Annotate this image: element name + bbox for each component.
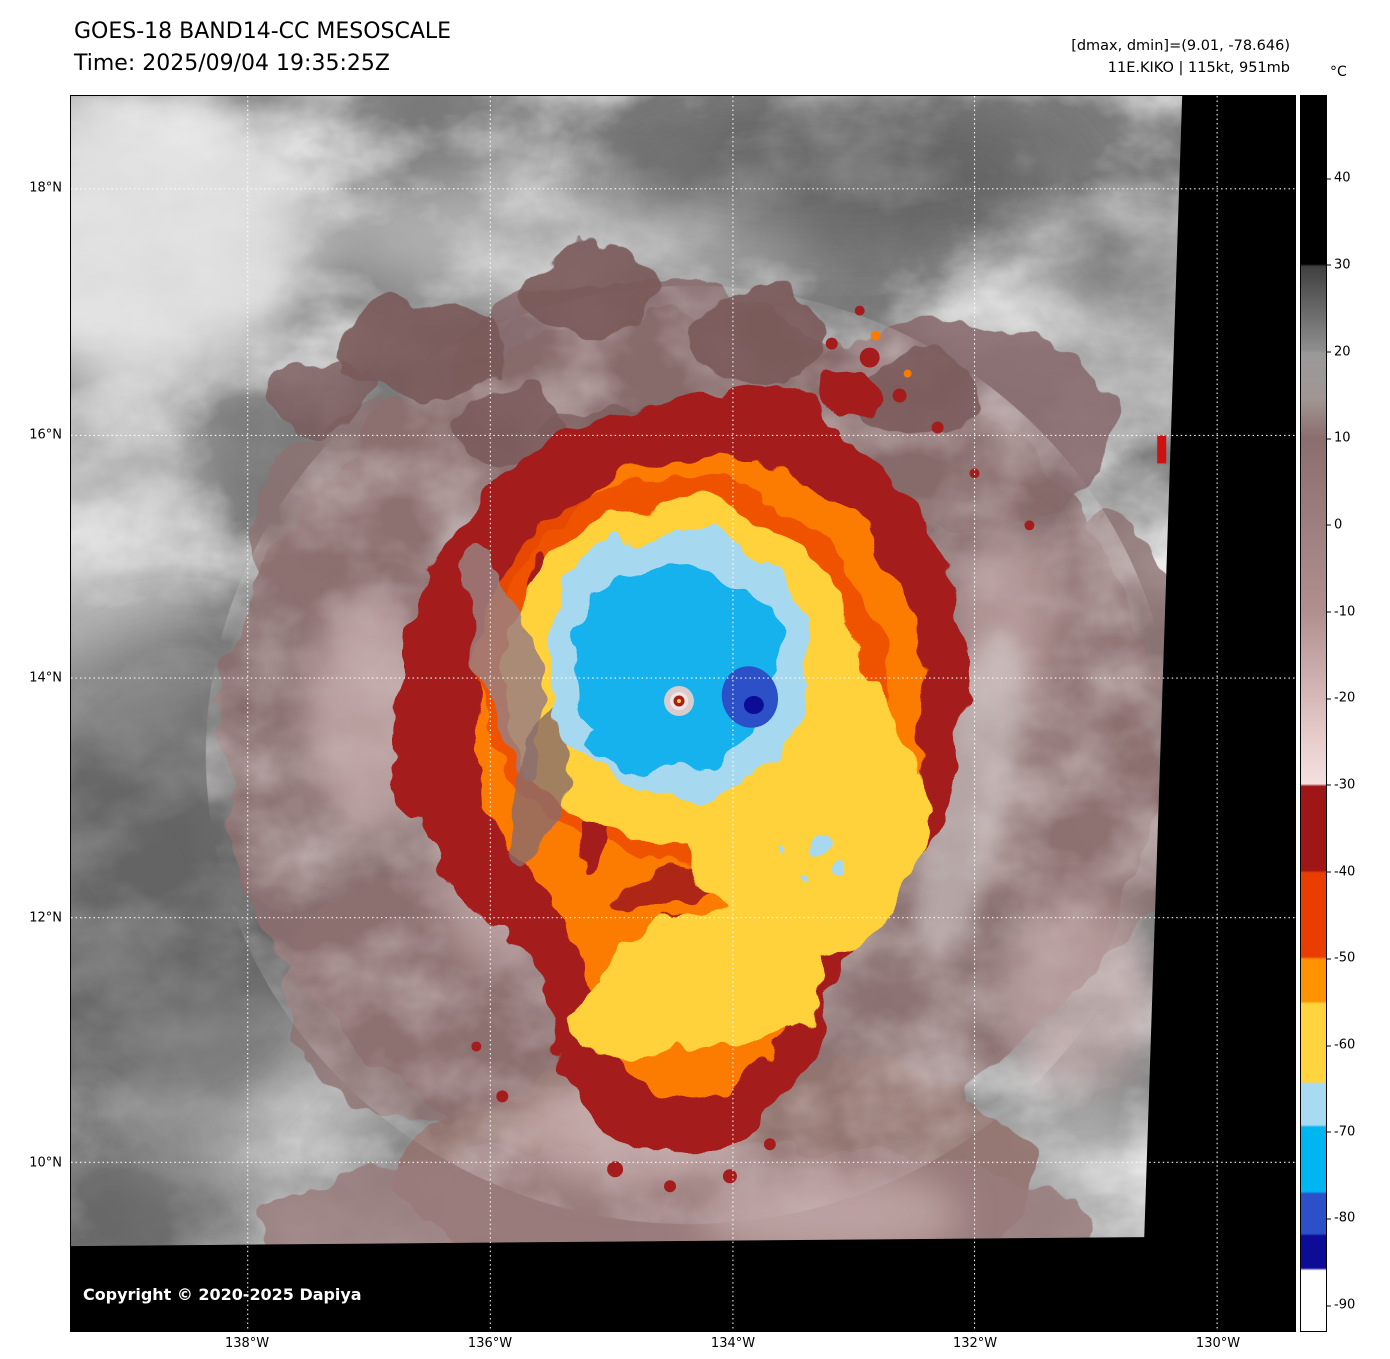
colorbar-tick-label: -60 xyxy=(1325,1037,1356,1053)
product-title: GOES-18 BAND14-CC MESOSCALE xyxy=(74,19,452,44)
colorbar-tick-label: -70 xyxy=(1325,1124,1356,1140)
colorbar-tick-label: 20 xyxy=(1326,344,1351,360)
convective-speckles xyxy=(418,305,1167,1193)
info-block: [dmax, dmin]=(9.01, -78.646) 11E.KIKO | … xyxy=(1071,36,1290,80)
colorbar-tick-label: -20 xyxy=(1325,690,1356,706)
satellite-map: Copyright © 2020-2025 Dapiya xyxy=(70,95,1296,1332)
timestamp: Time: 2025/09/04 19:35:25Z xyxy=(74,50,390,76)
storm-core xyxy=(394,371,968,1153)
copyright-text: Copyright © 2020-2025 Dapiya xyxy=(83,1285,362,1304)
storm-intensity-readout: 11E.KIKO | 115kt, 951mb xyxy=(1107,59,1290,76)
colorbar-unit-label: °C xyxy=(1330,64,1347,80)
lat-label: 16°N xyxy=(29,427,62,443)
lat-label: 18°N xyxy=(29,180,62,196)
lon-label: 132°W xyxy=(952,1336,998,1351)
satellite-scene: Copyright © 2020-2025 Dapiya xyxy=(71,96,1295,1331)
brown-cloud-clumps xyxy=(270,248,985,462)
colorbar-tick-label: 0 xyxy=(1325,517,1343,533)
colorbar-gradient xyxy=(1300,95,1327,1332)
eye-region xyxy=(664,666,779,728)
lon-label: 138°W xyxy=(224,1336,270,1351)
lat-label: 12°N xyxy=(29,910,62,926)
offscan-black-region xyxy=(71,96,1295,1331)
colorbar-tick-label: 30 xyxy=(1326,257,1351,273)
lon-label: 136°W xyxy=(467,1336,513,1351)
colorbar-tick-label: 40 xyxy=(1326,170,1351,186)
colorbar-tick-label: -40 xyxy=(1325,864,1356,880)
lat-label: 10°N xyxy=(29,1155,62,1171)
lon-label: 134°W xyxy=(710,1336,756,1351)
colorbar-tick-label: -50 xyxy=(1325,950,1356,966)
colorbar-ticks: 40 30 20 10 0 -10 -20 -30 -40 -50 -60 -70 -80 -90 xyxy=(1325,95,1386,1332)
lat-axis: 18°N 16°N 14°N 12°N 10°N xyxy=(6,95,62,1332)
colorbar-tick-label: -30 xyxy=(1325,777,1356,793)
lat-label: 14°N xyxy=(29,670,62,686)
title-block: GOES-18 BAND14-CC MESOSCALE Time: 2025/0… xyxy=(74,16,451,80)
lon-label: 130°W xyxy=(1195,1336,1241,1351)
colorbar-tick-label: -10 xyxy=(1325,604,1356,620)
lon-axis: 138°W 136°W 134°W 132°W 130°W xyxy=(70,1336,1296,1356)
colorbar-tick-label: 10 xyxy=(1326,430,1351,446)
colorbar-tick-label: -90 xyxy=(1325,1297,1356,1313)
dmax-dmin-readout: [dmax, dmin]=(9.01, -78.646) xyxy=(1071,38,1290,54)
gridlines xyxy=(71,96,1295,1331)
colorbar-tick-label: -80 xyxy=(1325,1210,1356,1226)
